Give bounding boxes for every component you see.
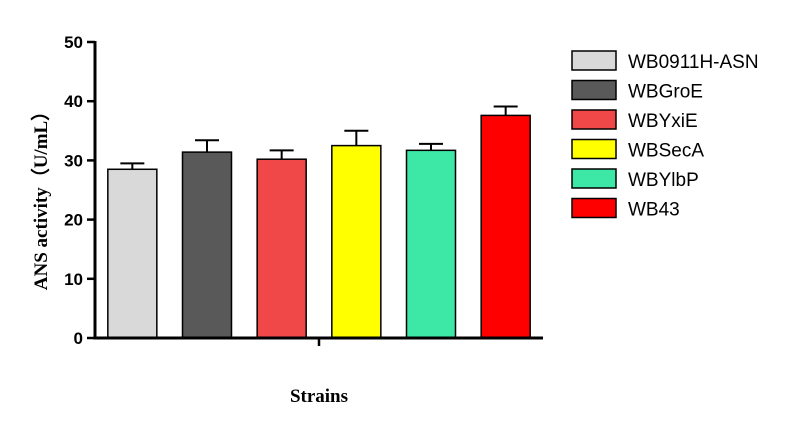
legend-item: WB43 xyxy=(571,197,680,221)
bar xyxy=(256,158,307,339)
legend-label: WBYlbP xyxy=(628,170,699,191)
legend-swatch xyxy=(571,79,617,101)
y-tick-label: 10 xyxy=(64,270,83,289)
legend-swatch xyxy=(571,50,617,71)
legend-item: WB0911H-ASN xyxy=(571,50,759,73)
legend-item: WBYxiE xyxy=(571,109,698,132)
legend-swatch xyxy=(571,197,617,219)
bar xyxy=(480,114,531,339)
legend-swatch xyxy=(571,109,617,130)
y-axis-ticks: 0 10 20 30 40 50 xyxy=(64,33,95,348)
legend-label: WBGroE xyxy=(628,82,703,103)
error-bar xyxy=(269,149,294,160)
bar xyxy=(181,151,233,339)
y-tick-label: 50 xyxy=(64,33,83,52)
y-tick-label: 40 xyxy=(64,92,83,111)
legend-item: WBGroE xyxy=(571,79,703,103)
legend-swatch xyxy=(571,168,617,189)
y-tick-label: 0 xyxy=(74,329,83,348)
bars xyxy=(107,105,531,339)
x-axis-label: Strains xyxy=(290,386,348,407)
legend-item: WBSecA xyxy=(571,138,704,162)
error-bar xyxy=(493,105,518,116)
y-tick-label: 20 xyxy=(64,211,83,230)
legend-label: WBSecA xyxy=(628,141,704,162)
legend-label: WBYxiE xyxy=(628,111,698,132)
legend-label: WB0911H-ASN xyxy=(628,52,759,73)
error-bar xyxy=(344,129,369,146)
bar xyxy=(405,149,457,339)
bar xyxy=(107,168,158,339)
error-bar xyxy=(120,162,145,170)
bar xyxy=(331,144,382,339)
legend-swatch xyxy=(571,138,617,160)
legend-label: WB43 xyxy=(628,200,680,221)
legend: WB0911H-ASN WBGroE WBYxiE WBSecA WBYlbP WB43 xyxy=(571,50,759,221)
y-tick-label: 30 xyxy=(64,151,83,170)
error-bar xyxy=(195,139,219,153)
legend-item: WBYlbP xyxy=(571,168,699,191)
y-axis-label: ANS activity（U/mL） xyxy=(29,102,52,290)
error-bar xyxy=(419,142,443,151)
